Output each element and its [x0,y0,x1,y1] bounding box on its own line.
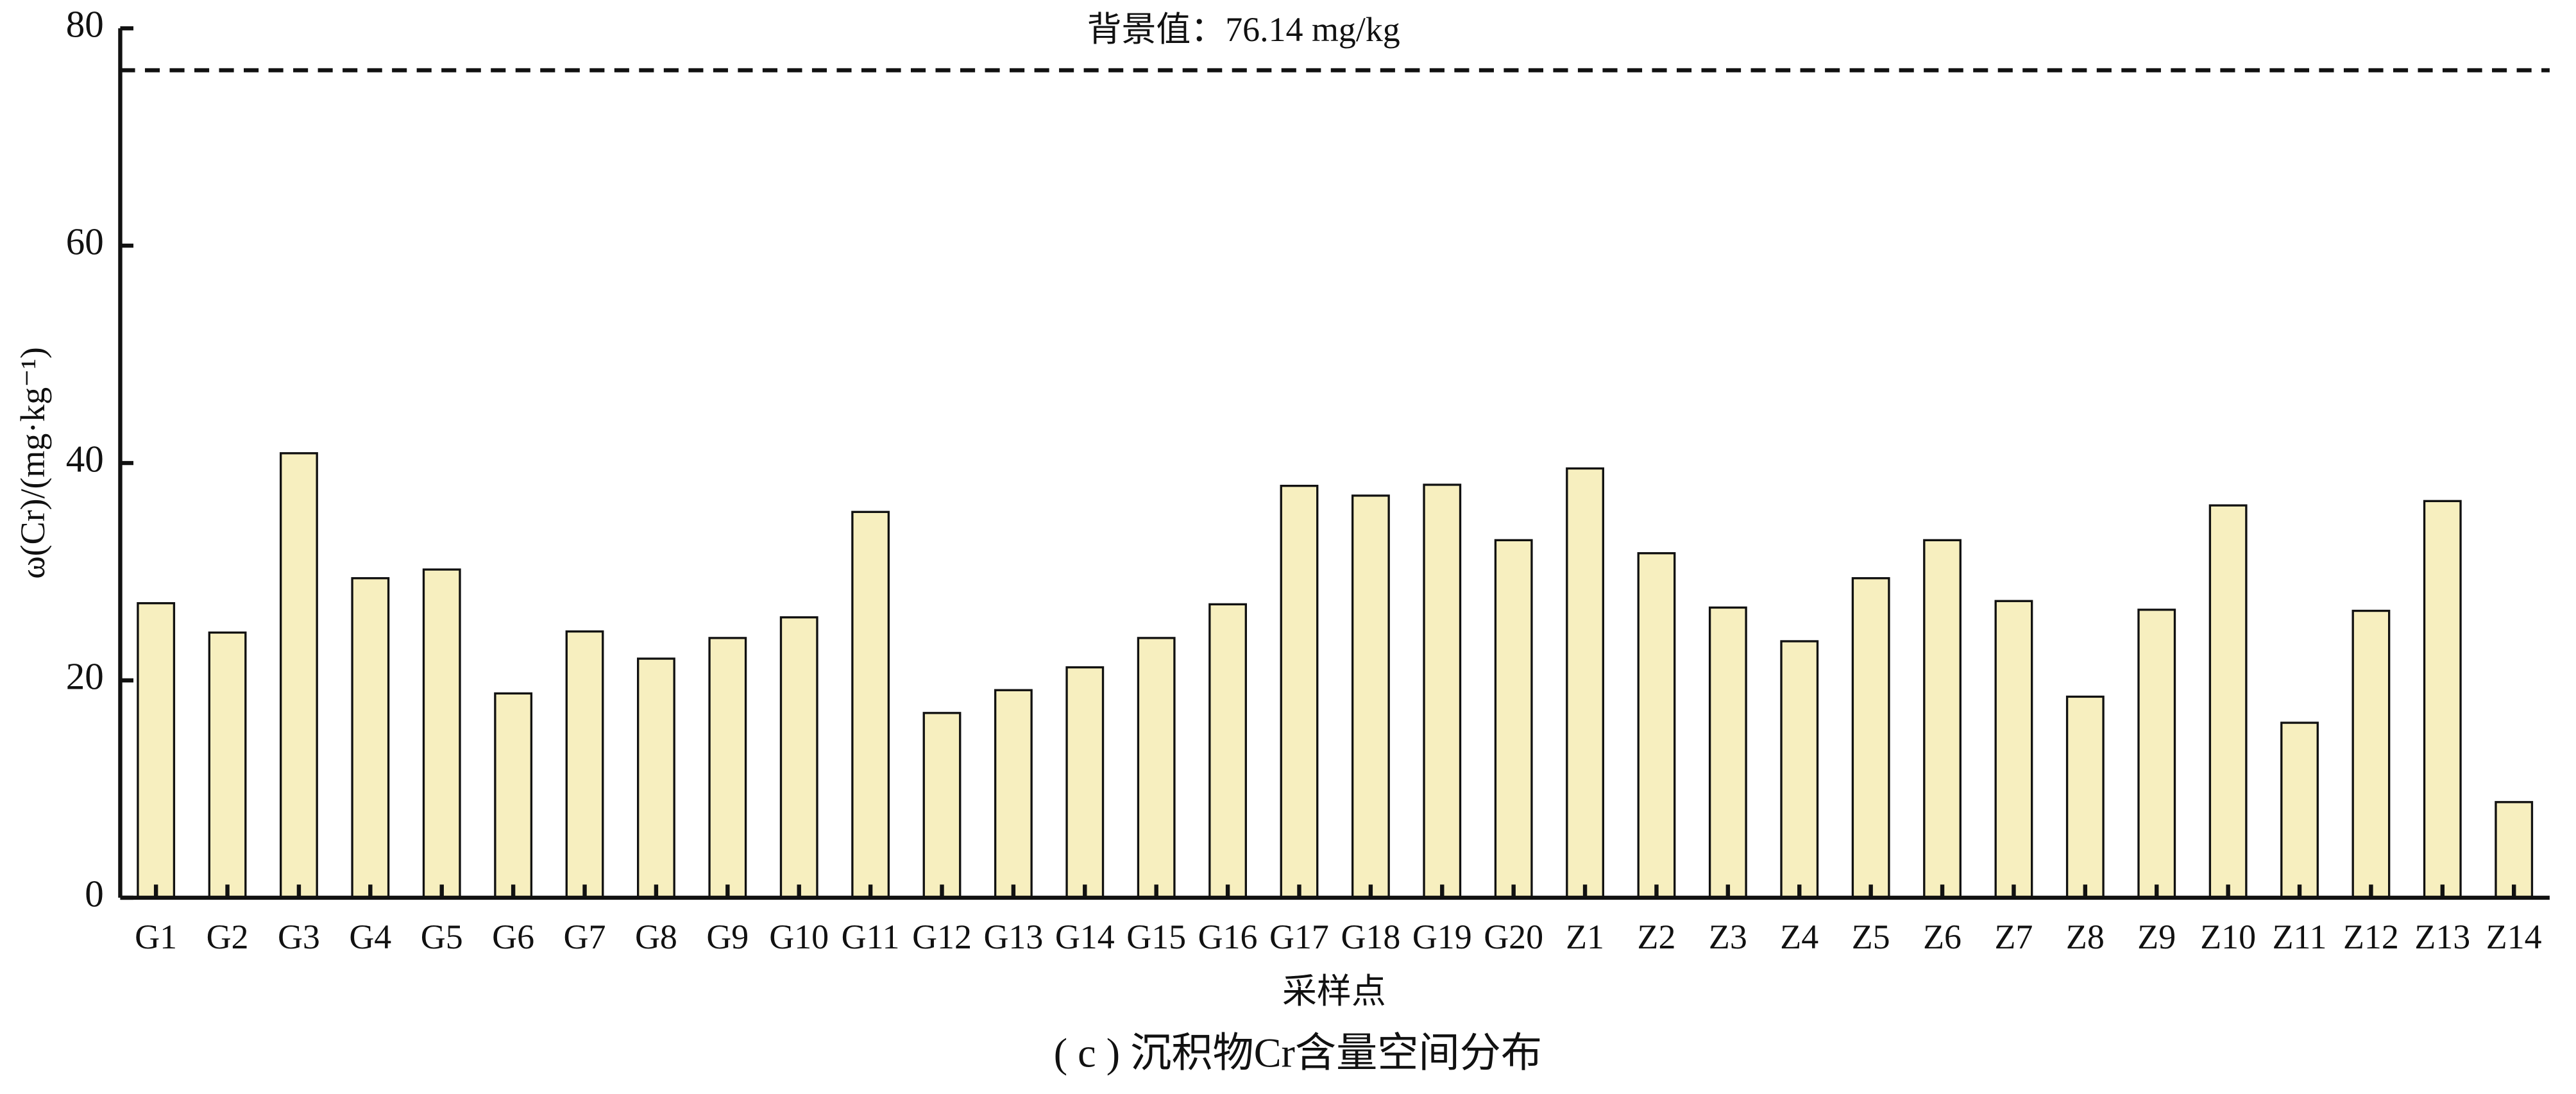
bar [351,577,390,899]
x-tick-label: G1 [135,918,177,956]
x-tick-label: G18 [1341,918,1400,956]
x-tick-label: G16 [1198,918,1258,956]
bar [851,510,890,899]
bar [1494,539,1533,899]
bar [994,689,1033,899]
x-axis-label: 采样点 [1282,972,1386,1011]
x-tick-label: G7 [564,918,606,956]
y-tick-label: 20 [66,655,104,698]
x-tick-label: G11 [842,918,900,956]
bar [2280,721,2319,899]
bar [1280,484,1319,899]
x-tick-label: G9 [706,918,749,956]
x-tick-label: Z13 [2414,918,2470,956]
y-axis-label: ω(Cr)/(mg·kg⁻¹) [13,347,52,579]
x-tick-label: Z6 [1923,918,1962,956]
bar [494,692,533,899]
x-tick-label: G8 [635,918,677,956]
bar [1137,637,1176,899]
bar [565,630,604,899]
x-tick-label: G6 [492,918,534,956]
bar [708,637,747,899]
bar [1423,484,1462,899]
bar [2208,504,2248,899]
bar [2495,801,2534,899]
x-tick-label: Z8 [2066,918,2105,956]
bar [2137,609,2176,899]
x-tick-label: Z7 [1994,918,2033,956]
bar [1708,606,1747,899]
bar [2351,609,2391,899]
y-tick-label: 0 [85,872,104,914]
x-tick-label: G4 [349,918,391,956]
x-tick-label: G17 [1269,918,1329,956]
x-tick-label: Z1 [1566,918,1604,956]
x-tick-label: Z12 [2343,918,2399,956]
bar [1566,467,1604,899]
bar [208,631,247,899]
x-tick-label: Z11 [2273,918,2327,956]
x-tick-label: G3 [278,918,320,956]
x-tick-label: G2 [207,918,249,956]
x-tick-label: G19 [1412,918,1472,956]
x-tick-label: G12 [912,918,972,956]
y-tick-label: 80 [66,3,104,46]
x-tick-label: G5 [421,918,463,956]
x-tick-label: Z2 [1638,918,1676,956]
y-tick-label: 60 [66,221,104,263]
reference-label: 背景值：76.14 mg/kg [1087,10,1400,49]
bar [1208,603,1248,899]
bar [2065,695,2105,899]
y-tick-label: 40 [66,438,104,480]
bar [1637,552,1676,899]
bar [137,602,176,899]
x-tick-label: G14 [1055,918,1115,956]
bar [922,712,962,899]
caption: ( c ) 沉积物Cr含量空间分布 [1054,1031,1542,1076]
bar [2423,500,2462,899]
x-tick-label: Z14 [2486,918,2542,956]
bar [637,657,675,899]
bar [1351,494,1390,899]
x-tick-label: Z5 [1852,918,1890,956]
x-tick-label: Z4 [1780,918,1818,956]
bar [1851,577,1890,899]
bar [1780,640,1819,899]
x-tick-label: G13 [983,918,1043,956]
bar [280,452,318,899]
bar [1994,600,2033,899]
x-tick-label: G10 [769,918,829,956]
bar [1065,666,1105,899]
bar [1923,539,1962,899]
x-tick-label: G15 [1126,918,1186,956]
bar [422,568,461,899]
x-tick-label: Z10 [2200,918,2256,956]
bar [779,616,818,899]
x-tick-label: Z9 [2137,918,2176,956]
x-tick-label: G20 [1484,918,1543,956]
x-tick-label: Z3 [1709,918,1747,956]
